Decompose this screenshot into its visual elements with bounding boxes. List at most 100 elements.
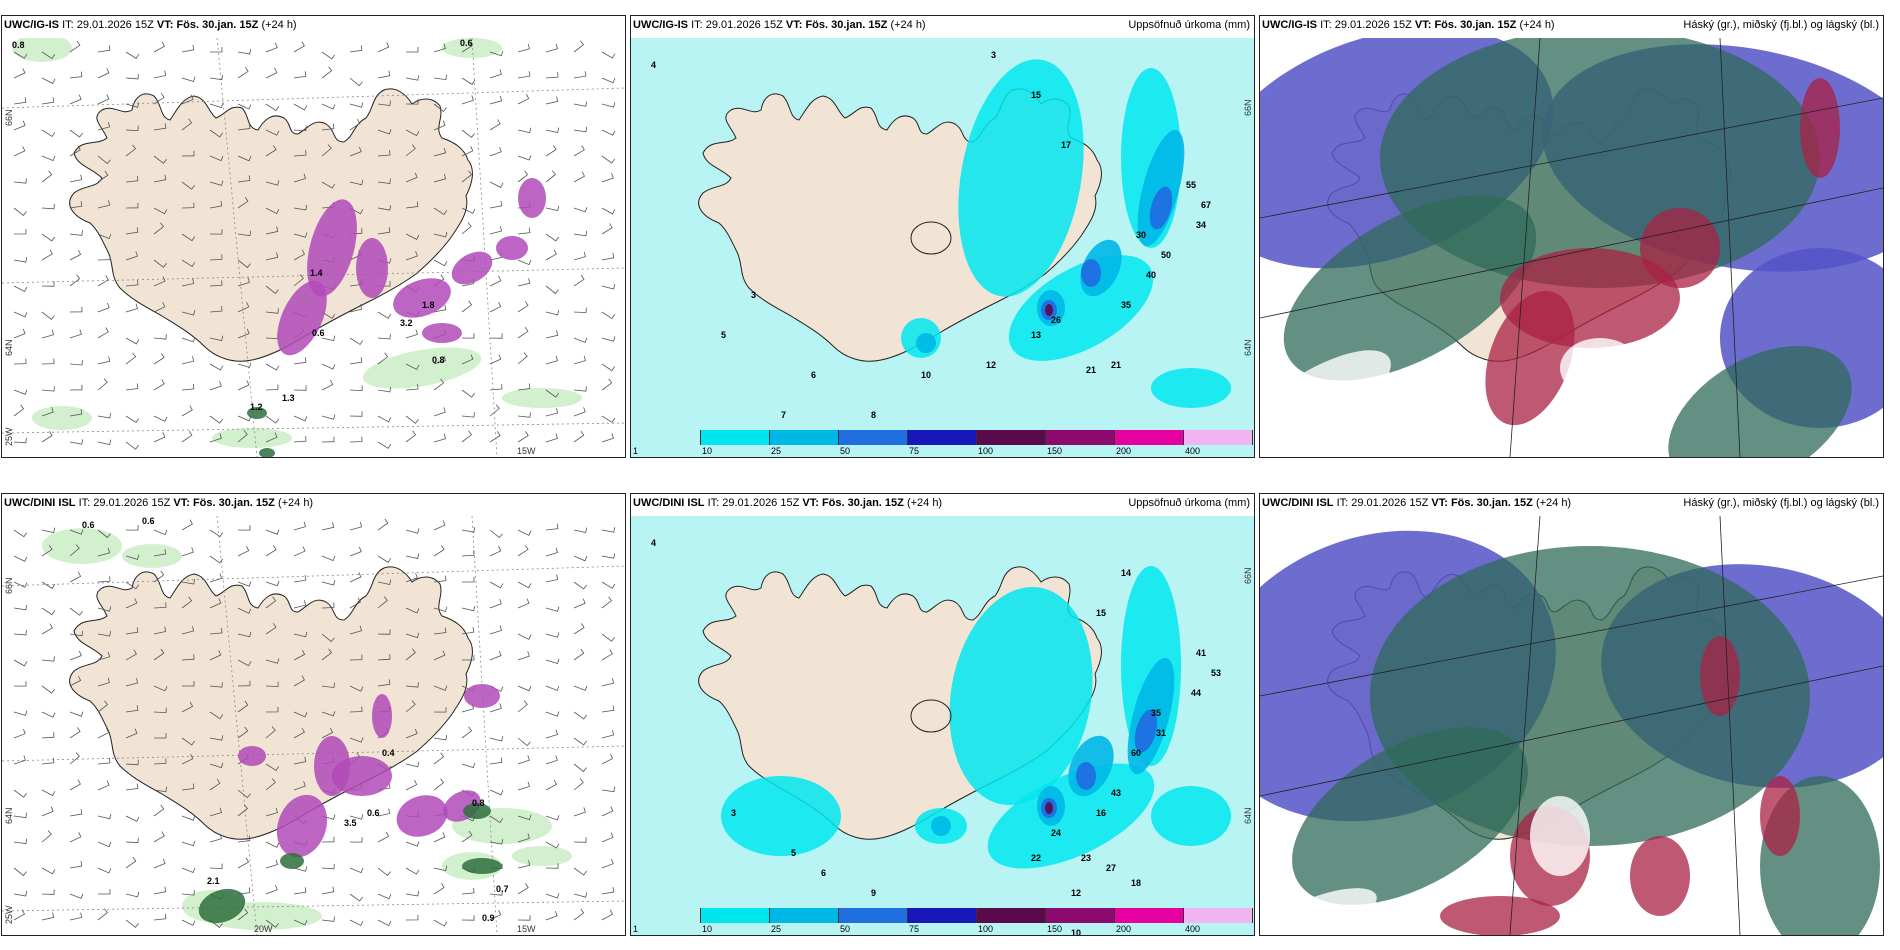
wind-barb bbox=[321, 555, 336, 562]
wind-barb bbox=[461, 77, 476, 85]
value-label: 31 bbox=[1156, 728, 1166, 738]
wind-barb bbox=[545, 729, 559, 739]
panel-header: UWC/DINI ISL IT: 29.01.2026 15Z VT: Fös.… bbox=[1262, 497, 1572, 509]
wind-barb bbox=[489, 789, 504, 796]
low-cloud-area-cell bbox=[1640, 208, 1720, 288]
snow-area-cell bbox=[238, 746, 266, 766]
wind-barb bbox=[545, 658, 560, 664]
longitude-line bbox=[216, 38, 258, 457]
wind-barb bbox=[517, 412, 531, 418]
precipitation-map: 4 3 15 17 55 67 34 30 50 40 35 26 21 21 13 12 10 8 6 5 7 3 bbox=[631, 38, 1254, 457]
wind-barb bbox=[97, 155, 111, 165]
light-precip-area-cell bbox=[12, 38, 72, 62]
wind-barb bbox=[433, 865, 448, 872]
colorbar-tick-label: 25 bbox=[771, 924, 782, 934]
wind-barb bbox=[41, 656, 55, 662]
wind-barb bbox=[209, 863, 223, 870]
value-label: 0.6 bbox=[312, 328, 325, 338]
wind-barb bbox=[265, 129, 280, 136]
wind-barb bbox=[433, 707, 447, 713]
wind-barb bbox=[489, 650, 502, 661]
wind-barb bbox=[125, 227, 139, 235]
wind-barb bbox=[209, 711, 224, 720]
wind-barb bbox=[517, 598, 530, 609]
colorbar-swatch bbox=[1184, 430, 1253, 445]
wind-barb bbox=[265, 308, 279, 314]
value-label: 4 bbox=[651, 538, 656, 548]
value-label: 26 bbox=[1051, 315, 1061, 325]
wind-barb bbox=[462, 655, 475, 661]
wind-barb bbox=[349, 146, 362, 157]
wind-barb bbox=[265, 252, 279, 261]
wind-barb bbox=[601, 102, 616, 108]
colorbar-swatch bbox=[908, 908, 977, 923]
value-label: 3.2 bbox=[400, 318, 413, 328]
wind-barb bbox=[41, 527, 56, 534]
wind-barb bbox=[573, 778, 584, 791]
wind-barb bbox=[153, 685, 168, 692]
wind-barb bbox=[293, 41, 305, 53]
wind-barb bbox=[377, 70, 391, 79]
clear-sky-area bbox=[1260, 338, 1640, 446]
wind-barb bbox=[41, 77, 56, 84]
wind-barb bbox=[125, 856, 137, 869]
wind-barb bbox=[209, 682, 223, 688]
wind-barb bbox=[125, 525, 139, 531]
value-label: 2.1 bbox=[207, 876, 220, 886]
value-label: 1.3 bbox=[282, 393, 295, 403]
wind-barb bbox=[573, 386, 587, 392]
value-label: 0.6 bbox=[142, 516, 155, 526]
wind-barb bbox=[69, 752, 80, 765]
wind-barb bbox=[349, 814, 364, 820]
precip-100-plus bbox=[1045, 304, 1053, 316]
wind-barb bbox=[489, 598, 502, 609]
wind-barb bbox=[125, 783, 139, 791]
value-label: 3 bbox=[731, 808, 736, 818]
wind-barb bbox=[125, 627, 139, 635]
wind-barb bbox=[41, 170, 53, 183]
wind-barb bbox=[265, 763, 280, 772]
wind-barb bbox=[461, 430, 473, 443]
value-label: 3 bbox=[991, 50, 996, 60]
wind-barb bbox=[181, 44, 195, 53]
wind-barb bbox=[517, 915, 531, 921]
wind-barb bbox=[69, 174, 83, 183]
wind-barb bbox=[545, 127, 560, 133]
clear-sky-area-cell bbox=[1263, 888, 1377, 935]
lat-label-66: 66N bbox=[4, 109, 14, 126]
wind-barb bbox=[489, 354, 502, 365]
snow-area-cell bbox=[276, 794, 328, 858]
wind-barb bbox=[545, 815, 560, 821]
wind-barb bbox=[517, 352, 528, 365]
wind-barb bbox=[517, 755, 530, 765]
wind-barb bbox=[433, 433, 446, 443]
wind-barb bbox=[377, 808, 391, 817]
wind-barb bbox=[489, 95, 503, 105]
colorbar-swatch bbox=[701, 430, 770, 445]
wind-barb bbox=[41, 581, 56, 589]
wind-barb bbox=[237, 659, 252, 667]
value-label: 35 bbox=[1151, 708, 1161, 718]
wind-barb bbox=[545, 309, 560, 316]
snow-area bbox=[277, 178, 546, 356]
wind-barb bbox=[97, 45, 111, 53]
wind-barb bbox=[601, 753, 614, 765]
wind-barb bbox=[265, 884, 278, 895]
wind-barb bbox=[377, 415, 392, 423]
value-label: 17 bbox=[1061, 140, 1071, 150]
wind-barb bbox=[181, 150, 195, 157]
wind-barb bbox=[321, 363, 336, 370]
wind-barb bbox=[405, 383, 419, 391]
wind-barb bbox=[13, 437, 27, 444]
wind-barb bbox=[545, 893, 560, 899]
heavy-precip-cell-cell bbox=[462, 858, 502, 874]
wind-barb bbox=[97, 727, 110, 739]
lat-label-64: 64N bbox=[1243, 339, 1253, 356]
wind-barb bbox=[181, 626, 195, 635]
wind-barb bbox=[517, 326, 529, 339]
wind-barb bbox=[433, 355, 446, 365]
wind-barb bbox=[237, 430, 248, 443]
wind-barb bbox=[41, 732, 55, 739]
latitude-line bbox=[2, 87, 625, 109]
wind-barb bbox=[97, 651, 111, 661]
